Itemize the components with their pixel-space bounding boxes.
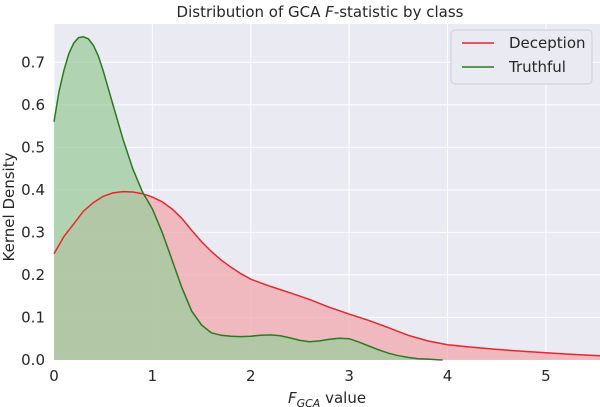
x-axis-label-part-2: GCA — [297, 397, 321, 407]
x-axis-label: FGCA value — [288, 389, 366, 407]
chart-title-part-2: F — [325, 3, 334, 21]
x-tick-label: 0 — [49, 367, 59, 385]
x-axis-label-part-1: F — [288, 389, 297, 407]
area-truthful — [54, 36, 443, 361]
y-axis-label: Kernel Density — [0, 152, 18, 261]
y-tick-label: 0.0 — [21, 351, 45, 369]
x-tick-labels: 0 1 2 3 4 5 — [49, 367, 550, 385]
line-truthful — [53, 36, 443, 361]
chart-title: Distribution of GCA F-statistic by class — [177, 3, 464, 21]
x-tick-label: 3 — [344, 367, 354, 385]
chart-title-part-1: Distribution of GCA — [177, 3, 326, 21]
line-deception — [53, 190, 600, 357]
y-tick-label: 0.4 — [21, 181, 45, 199]
x-tick-label: 4 — [443, 367, 453, 385]
y-tick-label: 0.3 — [21, 223, 45, 241]
x-tick-label: 1 — [148, 367, 158, 385]
y-tick-label: 0.1 — [21, 308, 45, 326]
x-tick-label: 2 — [246, 367, 256, 385]
y-tick-labels: 0.0 0.1 0.2 0.3 0.4 0.5 0.6 0.7 — [21, 53, 45, 369]
chart-title-part-3: -statistic by class — [334, 3, 464, 21]
y-tick-label: 0.7 — [21, 53, 45, 71]
legend: Deception Truthful — [450, 29, 593, 85]
y-tick-label: 0.5 — [21, 138, 45, 156]
legend-label-deception: Deception — [509, 34, 586, 52]
x-tick-label: 5 — [541, 367, 551, 385]
x-axis-label-part-3: value — [320, 389, 366, 407]
y-tick-label: 0.2 — [21, 266, 45, 284]
legend-label-truthful: Truthful — [508, 58, 566, 76]
series-layer — [53, 36, 600, 361]
y-tick-label: 0.6 — [21, 96, 45, 114]
